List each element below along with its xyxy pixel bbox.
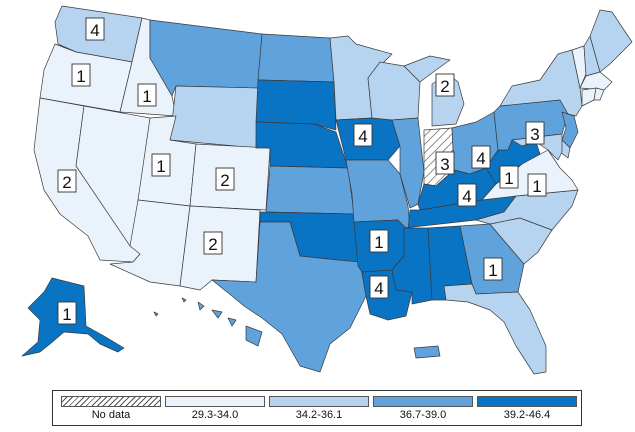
legend-bin-1: 29.3-34.0: [165, 396, 265, 421]
svg-text:1: 1: [374, 233, 383, 252]
state-north-carolina: [475, 189, 579, 231]
legend-label-bin-3: 36.7-39.0: [399, 409, 447, 421]
state-hawaii: [197, 301, 263, 347]
label-oregon: 1: [71, 63, 91, 87]
state-florida: [443, 283, 547, 375]
legend-label-bin-1: 29.3-34.0: [191, 409, 239, 421]
label-michigan: 2: [435, 73, 455, 97]
legend-bin-3: 36.7-39.0: [373, 396, 473, 421]
svg-text:1: 1: [62, 305, 71, 324]
label-washington: 4: [85, 17, 105, 41]
state-rhode-island: [593, 87, 605, 101]
state-hawaii-small: [153, 297, 187, 317]
svg-text:1: 1: [76, 67, 85, 86]
svg-text:2: 2: [220, 171, 229, 190]
legend-bin-2: 34.2-36.1: [269, 396, 369, 421]
svg-text:1: 1: [156, 157, 165, 176]
svg-text:1: 1: [488, 261, 497, 280]
label-pennsylvania: 3: [525, 121, 545, 145]
svg-text:2: 2: [440, 77, 449, 96]
state-montana: [149, 19, 263, 97]
label-georgia: 1: [483, 257, 503, 281]
state-connecticut: [581, 87, 597, 107]
svg-text:1: 1: [504, 169, 513, 188]
svg-text:2: 2: [62, 173, 71, 192]
legend-swatch-bin-4: [477, 396, 577, 407]
label-indiana: 3: [435, 151, 455, 175]
svg-text:2: 2: [208, 235, 217, 254]
legend-swatch-bin-3: [373, 396, 473, 407]
legend-swatch-bin-1: [165, 396, 265, 407]
legend-label-bin-2: 34.2-36.1: [295, 409, 343, 421]
svg-text:1: 1: [142, 87, 151, 106]
state-south-dakota: [255, 79, 337, 131]
state-texas: [211, 221, 367, 373]
label-new-mexico: 2: [203, 231, 223, 255]
legend-no-data: No data: [61, 396, 161, 421]
svg-text:4: 4: [358, 127, 367, 146]
label-iowa: 4: [353, 123, 373, 147]
svg-text:4: 4: [462, 187, 471, 206]
state-maryland: [511, 133, 563, 161]
state-kansas: [265, 165, 355, 215]
us-choropleth-map: 4 1 1 2 1 2 2 4 2 3 4 3 1 4 1 1 4 1 1: [21, 5, 633, 375]
legend-swatch-bin-2: [269, 396, 369, 407]
label-alaska: 1: [57, 301, 77, 325]
svg-text:4: 4: [476, 149, 485, 168]
label-colorado: 2: [215, 167, 235, 191]
svg-text:4: 4: [90, 21, 99, 40]
label-california: 2: [57, 169, 77, 193]
state-wyoming: [169, 85, 259, 149]
legend-label-no-data: No data: [91, 409, 131, 421]
label-kentucky: 4: [457, 183, 477, 207]
state-wisconsin: [367, 61, 421, 121]
svg-text:3: 3: [440, 155, 449, 174]
svg-text:4: 4: [374, 279, 383, 298]
legend-swatch-no-data: [61, 396, 161, 407]
label-arkansas: 1: [369, 229, 389, 253]
label-ohio: 4: [471, 145, 491, 169]
svg-text:1: 1: [532, 177, 541, 196]
legend-bin-4: 39.2-46.4: [477, 396, 577, 421]
label-virginia: 1: [527, 173, 547, 197]
puerto-rico: [413, 345, 441, 359]
label-idaho: 1: [137, 83, 157, 107]
label-west-virginia: 1: [499, 165, 519, 189]
label-utah: 1: [151, 153, 171, 177]
svg-text:3: 3: [530, 125, 539, 144]
state-illinois: [391, 117, 425, 209]
label-louisiana: 4: [369, 275, 389, 299]
state-north-dakota: [257, 33, 335, 83]
legend: No data 29.3-34.0 34.2-36.1 36.7-39.0 39…: [52, 390, 582, 426]
legend-label-bin-4: 39.2-46.4: [503, 409, 551, 421]
